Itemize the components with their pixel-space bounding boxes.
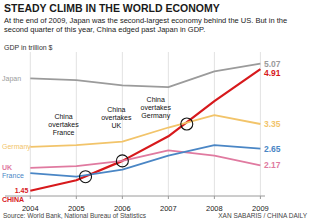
grid-line	[30, 52, 31, 196]
series-line	[30, 69, 260, 191]
annotation-circle	[80, 171, 92, 183]
x-tick	[214, 196, 215, 199]
annotation-line: overtakes	[141, 104, 172, 111]
annotation-line: France	[53, 129, 75, 136]
grid-line	[168, 52, 169, 196]
annotation-line: UK	[111, 122, 121, 129]
series-name: Japan	[2, 75, 21, 83]
series-group	[30, 64, 260, 191]
credit: XAN SABARIS / CHINA DAILY	[218, 212, 307, 219]
y-label: GDP in trillion $	[4, 44, 53, 51]
chart-root: STEADY CLIMB IN THE WORLD ECONOMY At the…	[0, 0, 310, 220]
x-tick	[260, 196, 261, 199]
series-line	[30, 145, 260, 177]
annotation-line: China	[147, 96, 165, 103]
annotation: ChinaovertakesGermany	[141, 96, 172, 120]
title: STEADY CLIMB IN THE WORLD ECONOMY	[4, 2, 220, 14]
series-line	[30, 115, 260, 147]
x-tick	[122, 196, 123, 199]
series-name: France	[2, 172, 24, 179]
data-label: 3.35	[264, 119, 281, 129]
annotation-circle	[116, 155, 128, 167]
plot: GDP in trillion $20042005200620072008200…	[0, 0, 310, 220]
annotation-circle	[181, 118, 193, 130]
annotation: ChinaovertakesFrance	[48, 113, 79, 136]
data-label: 2.65	[264, 144, 281, 154]
data-label: 2.17	[264, 160, 281, 170]
annotation: ChinaovertakesUK	[101, 106, 132, 129]
data-label: 1.45	[15, 187, 29, 194]
annotation-line: overtakes	[101, 114, 132, 121]
x-tick	[168, 196, 169, 199]
series-name: Germany	[2, 143, 31, 151]
x-tick-label: 2007	[160, 204, 177, 213]
data-label: 4.91	[264, 68, 281, 78]
series-line	[30, 150, 260, 168]
annotation-line: China	[54, 113, 72, 120]
source: Source: World Bank, National Bureau of S…	[3, 212, 147, 219]
annotation-line: China	[107, 106, 125, 113]
series-line	[30, 64, 260, 88]
grid-line	[214, 52, 215, 196]
x-tick	[76, 196, 77, 199]
annotation-line: Germany	[141, 112, 170, 120]
x-axis	[5, 196, 265, 197]
annotation-line: overtakes	[48, 121, 79, 128]
subtitle: At the end of 2009, Japan was the second…	[4, 16, 306, 34]
grid-line	[122, 52, 123, 196]
series-name: CHINA	[2, 196, 24, 203]
series-name: UK	[2, 164, 12, 171]
x-tick	[30, 196, 31, 199]
